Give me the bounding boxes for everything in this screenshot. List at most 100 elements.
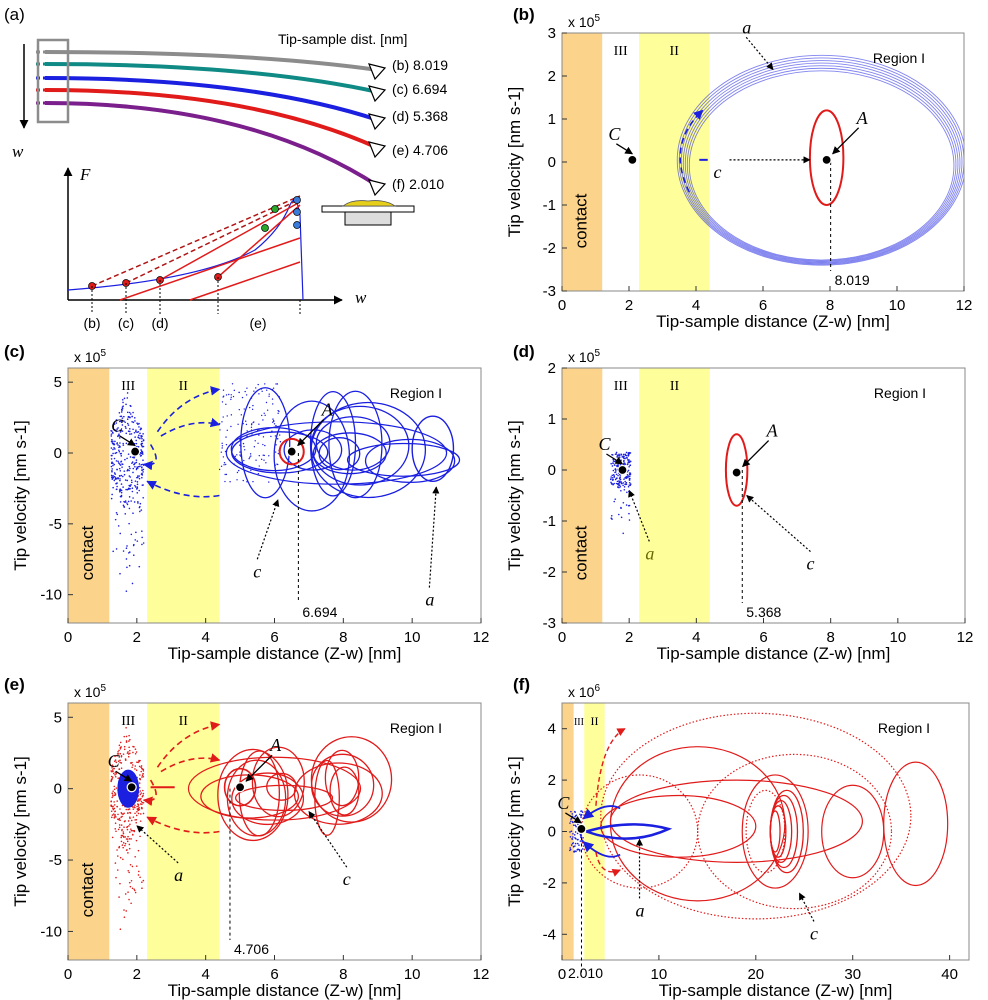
trajectory-point [272, 419, 275, 422]
trajectory-point [113, 472, 116, 474]
trajectory-point [118, 420, 121, 423]
x-tick-label: 12 [473, 629, 490, 646]
trajectory-loop [310, 736, 393, 823]
trajectory-point [116, 755, 118, 757]
trajectory-point [124, 844, 126, 847]
trajectory-point [140, 449, 142, 451]
trajectory-point [120, 460, 123, 463]
y-exponent: x 105 [74, 683, 106, 700]
region-ii [147, 368, 220, 623]
trajectory-point [137, 502, 139, 504]
region-ii [639, 33, 710, 291]
trajectory-point [126, 566, 128, 569]
trajectory-point [125, 558, 128, 560]
trajectory-point [580, 816, 582, 818]
tip-triangle [368, 63, 387, 81]
trajectory-point [271, 388, 274, 391]
trajectory-point [117, 828, 120, 831]
trajectory-point [623, 488, 626, 491]
trajectory-point [120, 762, 123, 764]
trajectory-point [123, 397, 126, 400]
y-tick-label: -1 [543, 513, 556, 530]
trajectory-point [122, 846, 124, 849]
trajectory-point [112, 452, 114, 455]
trajectory-point [141, 469, 143, 471]
trajectory-point [218, 468, 221, 471]
trajectory-point [229, 481, 231, 483]
trajectory-point [122, 444, 125, 446]
trajectory-point [629, 484, 632, 487]
trajectory-point [141, 776, 143, 778]
trajectory-point [123, 735, 126, 738]
trajectory-point [113, 423, 116, 425]
trajectory-point [629, 473, 632, 476]
trajectory-point [578, 850, 581, 852]
trajectory-point [616, 480, 619, 483]
trajectory-point [623, 478, 625, 480]
trajectory-point [250, 469, 252, 472]
trajectory-point [113, 785, 116, 788]
fixed-point-label: A [856, 108, 869, 128]
trajectory-point [139, 774, 141, 776]
fixed-point-arrow [245, 754, 273, 782]
trajectory-point [617, 480, 620, 482]
trajectory-point [221, 401, 224, 403]
trajectory-point [611, 518, 613, 520]
trajectory-point [222, 416, 224, 418]
trajectory-loop [293, 762, 383, 825]
trajectory-point [570, 818, 572, 820]
x-tick-label: 20 [747, 966, 764, 983]
trajectory-point [123, 748, 126, 751]
y-exponent: x 106 [568, 683, 600, 700]
trajectory-point [131, 461, 134, 463]
trajectory-point [575, 821, 578, 824]
trajectory-point [135, 468, 138, 471]
trajectory-point [111, 836, 114, 839]
trajectory-point [254, 440, 256, 442]
y-tick-label: -3 [543, 615, 556, 632]
trajectory-point [618, 481, 621, 484]
trajectory-point [136, 540, 139, 542]
trajectory-point [142, 794, 144, 797]
trajectory-point [221, 445, 224, 447]
trajectory-point [137, 465, 140, 468]
trajectory-point [622, 456, 625, 459]
fixed-point-c [617, 464, 628, 476]
trajectory-point [239, 438, 241, 441]
trajectory-point [128, 564, 131, 567]
y-tick-label: 2 [548, 360, 556, 377]
trajectory-point [125, 726, 127, 729]
trajectory-point [134, 806, 136, 809]
trajectory-point [125, 808, 128, 811]
trajectory-point [610, 481, 612, 484]
region-i-label: Region I [878, 720, 930, 736]
x-tick-label: 12 [956, 297, 973, 314]
trajectory-point [117, 477, 119, 480]
y-tick-label: -5 [49, 852, 62, 869]
trajectory-point [264, 444, 266, 447]
trajectory-point [124, 479, 127, 481]
trajectory-point [127, 430, 130, 432]
annotation-a: a [174, 865, 183, 885]
trajectory-point [115, 488, 118, 491]
trajectory-loop [821, 784, 885, 879]
x-tick-label: 8 [826, 297, 834, 314]
trajectory-point [132, 456, 134, 459]
trajectory-point [119, 429, 122, 432]
trajectory-point [222, 389, 225, 391]
trajectory-point [123, 420, 125, 422]
annotation-c: c [343, 869, 351, 889]
trajectory-point [116, 805, 118, 808]
y-exponent-power: 5 [100, 348, 106, 359]
trajectory-point [131, 764, 134, 766]
trajectory-point [253, 446, 256, 448]
trajectory-point [246, 387, 248, 389]
trajectory-point [126, 840, 129, 843]
trajectory-point [134, 486, 137, 488]
basin-arrow [156, 386, 221, 433]
trajectory-point [258, 468, 260, 470]
trajectory-point [142, 879, 145, 882]
trajectory-point [141, 767, 143, 770]
